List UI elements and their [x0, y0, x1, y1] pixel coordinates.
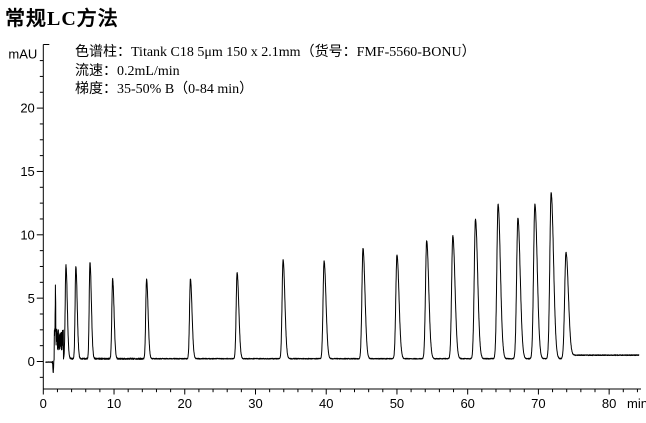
x-tick-label: 30: [248, 396, 262, 411]
y-tick-label: 15: [20, 164, 34, 179]
y-axis-unit-label: mAU: [8, 47, 37, 62]
x-tick-label: 60: [460, 396, 474, 411]
method-annotations: 色谱柱：Titank C18 5μm 150 x 2.1mm（货号：FMF-55…: [75, 44, 476, 100]
x-tick-label: 70: [531, 396, 545, 411]
x-axis-unit-label: min: [627, 396, 646, 411]
x-tick-label: 20: [178, 396, 192, 411]
y-tick-label: 0: [28, 354, 35, 369]
method-column-line: 色谱柱：Titank C18 5μm 150 x 2.1mm（货号：FMF-55…: [75, 45, 476, 60]
x-tick-label: 0: [40, 396, 47, 411]
x-tick-label: 80: [602, 396, 616, 411]
method-gradient-line: 梯度：35-50% B（0-84 min）: [75, 82, 254, 97]
y-tick-label: 20: [20, 101, 34, 116]
page-title: 常规LC方法: [5, 8, 119, 30]
chromatogram-trace: [45, 192, 640, 373]
y-tick-label: 10: [20, 227, 34, 242]
y-tick-label: 5: [28, 291, 35, 306]
axes: 0 5 10 15 20 0 10 20 30 40 50 60 70 80 mAU min: [8, 44, 646, 411]
x-tick-label: 10: [107, 396, 121, 411]
x-tick-label: 50: [390, 396, 404, 411]
method-flowrate-line: 流速：0.2mL/min: [75, 63, 180, 79]
x-tick-label: 40: [319, 396, 333, 411]
